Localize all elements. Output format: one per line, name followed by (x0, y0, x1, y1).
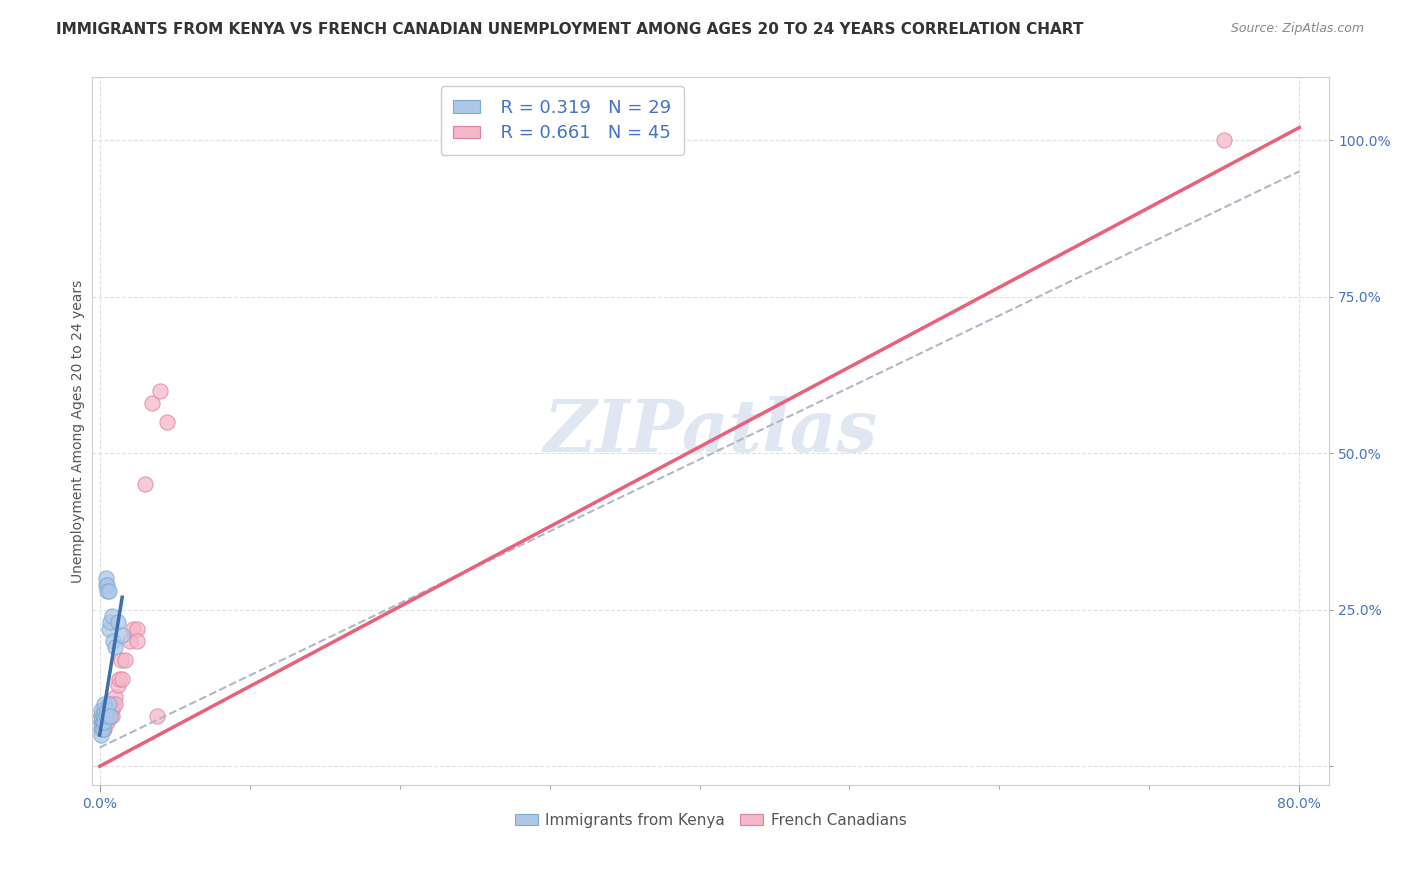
Point (121, 622, 143, 636)
Text: ZIPatlas: ZIPatlas (544, 396, 877, 467)
Point (94, 571, 117, 585)
Point (1213, 133, 1236, 147)
Point (93, 703, 115, 717)
Point (91, 722, 114, 736)
Point (108, 672, 131, 686)
Point (93, 715, 115, 730)
Point (93, 715, 115, 730)
Point (93, 709, 115, 723)
Y-axis label: Unemployment Among Ages 20 to 24 years: Unemployment Among Ages 20 to 24 years (72, 279, 86, 582)
Point (111, 628, 134, 642)
Point (104, 690, 127, 705)
Point (91, 715, 114, 730)
Point (97, 584, 120, 599)
Point (100, 709, 122, 723)
Point (91, 722, 114, 736)
Point (100, 703, 122, 717)
Point (90, 715, 112, 730)
Point (90, 728, 112, 742)
Point (149, 384, 172, 398)
Point (97, 697, 120, 711)
Point (101, 697, 124, 711)
Point (90, 722, 112, 736)
Point (110, 653, 132, 667)
Point (111, 672, 134, 686)
Point (100, 609, 122, 624)
Point (98, 709, 121, 723)
Point (141, 396, 163, 410)
Point (91, 715, 114, 730)
Point (94, 709, 117, 723)
Point (97, 709, 120, 723)
Point (96, 577, 118, 591)
Point (90, 709, 112, 723)
Point (91, 709, 114, 723)
Point (93, 709, 115, 723)
Point (93, 709, 115, 723)
Point (91, 715, 114, 730)
Point (91, 715, 114, 730)
Point (90, 722, 112, 736)
Point (96, 709, 118, 723)
Point (96, 584, 118, 599)
Point (94, 577, 117, 591)
Point (101, 634, 124, 648)
Point (145, 709, 167, 723)
Point (97, 703, 120, 717)
Point (96, 715, 118, 730)
Point (96, 703, 118, 717)
Point (97, 622, 120, 636)
Point (134, 477, 156, 491)
Point (156, 415, 179, 429)
Point (90, 709, 112, 723)
Text: Source: ZipAtlas.com: Source: ZipAtlas.com (1230, 22, 1364, 36)
Point (97, 703, 120, 717)
Point (93, 715, 115, 730)
Point (91, 722, 114, 736)
Point (127, 634, 149, 648)
Point (98, 703, 121, 717)
Point (94, 715, 117, 730)
Point (90, 715, 112, 730)
Point (100, 697, 122, 711)
Text: IMMIGRANTS FROM KENYA VS FRENCH CANADIAN UNEMPLOYMENT AMONG AGES 20 TO 24 YEARS : IMMIGRANTS FROM KENYA VS FRENCH CANADIAN… (56, 22, 1084, 37)
Point (104, 640, 127, 655)
Point (114, 653, 136, 667)
Point (107, 678, 129, 692)
Point (98, 615, 121, 630)
Point (104, 697, 127, 711)
Point (90, 703, 112, 717)
Point (107, 615, 129, 630)
Point (127, 622, 149, 636)
Point (96, 703, 118, 717)
Point (93, 697, 115, 711)
Point (91, 709, 114, 723)
Point (94, 709, 117, 723)
Point (98, 697, 121, 711)
Point (118, 634, 141, 648)
Legend: Immigrants from Kenya, French Canadians: Immigrants from Kenya, French Canadians (509, 807, 912, 834)
Point (93, 722, 115, 736)
Point (98, 709, 121, 723)
